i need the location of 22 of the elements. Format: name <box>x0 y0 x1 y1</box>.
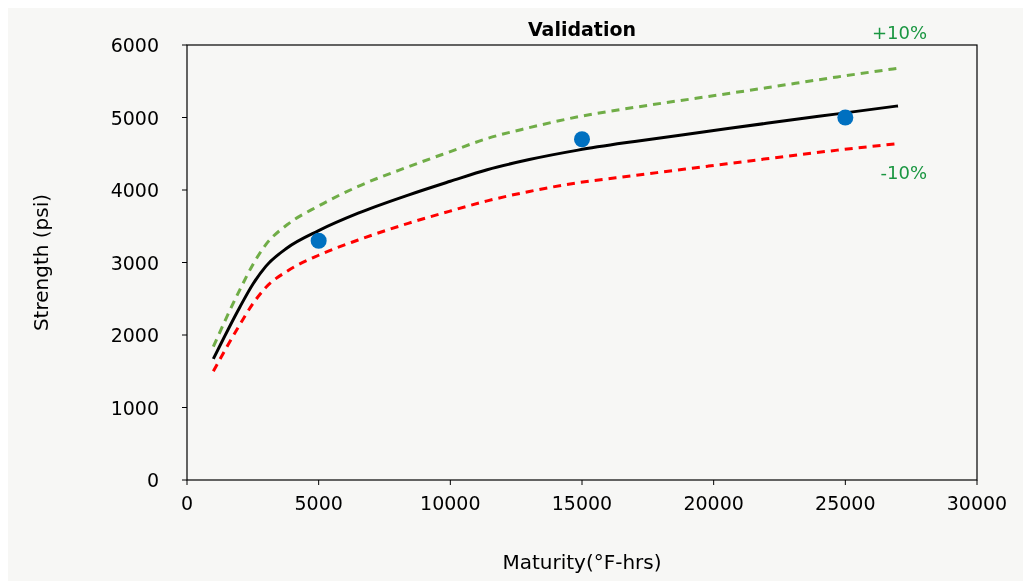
x-tick-label: 30000 <box>946 492 1008 514</box>
point <box>837 109 854 126</box>
x-axis-title: Maturity(°F-hrs) <box>502 550 662 574</box>
y-axis-title: Strength (psi) <box>29 193 53 332</box>
y-tick-label: 3000 <box>110 251 159 274</box>
y-tick-label: 0 <box>146 469 159 491</box>
x-tick-label: 0 <box>180 492 194 514</box>
text: +10% <box>871 22 927 43</box>
y-tick-label: 2000 <box>110 324 159 346</box>
x-tick-label: 10000 <box>420 492 481 514</box>
x-tick-label: 25000 <box>815 492 876 514</box>
y-tick-label: 6000 <box>110 34 159 56</box>
y-tick-label: 1000 <box>110 396 159 419</box>
y-tick-label: 4000 <box>110 179 159 201</box>
annotation: -10% <box>880 162 927 183</box>
x-tick-label: 20000 <box>683 492 744 514</box>
x-tick-label: 5000 <box>294 492 343 514</box>
point <box>574 131 590 148</box>
x-tick-label: 15000 <box>551 492 613 514</box>
chart-title: Validation <box>527 18 637 40</box>
y-tick-label: 5000 <box>110 106 159 129</box>
point <box>310 232 327 249</box>
